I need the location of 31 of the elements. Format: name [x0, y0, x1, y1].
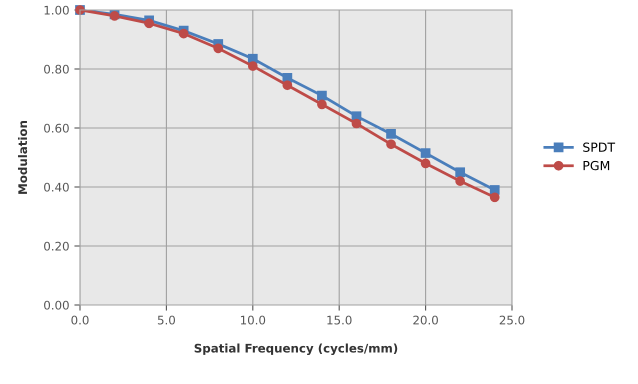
point — [317, 100, 327, 110]
point — [455, 167, 466, 178]
point — [420, 158, 430, 168]
point — [420, 148, 430, 158]
point — [386, 129, 396, 139]
x-tick-label: 5.0 — [158, 316, 176, 325]
point — [490, 192, 500, 202]
y-tick-label: 0.60 — [44, 124, 69, 133]
x-tick-label: 25.0 — [500, 316, 524, 325]
x-tick-label: 15.0 — [327, 316, 352, 325]
x-axis-title: Spatial Frequency (cycles/mm) — [194, 344, 398, 356]
legend-label: PGM — [584, 160, 610, 170]
legend-label: SPDT — [583, 142, 616, 152]
point — [248, 61, 258, 71]
point — [352, 118, 362, 128]
point — [386, 139, 396, 150]
y-tick-label: 0.20 — [44, 242, 69, 251]
x-tick-label: 0.0 — [71, 316, 89, 325]
point — [282, 80, 292, 90]
y-tick-label: 0.80 — [44, 64, 69, 74]
point — [144, 18, 154, 28]
x-tick-label: 20.0 — [413, 316, 438, 325]
y-tick-label: 0.40 — [44, 182, 69, 192]
point — [213, 43, 224, 54]
y-axis-title: Modulation — [18, 120, 28, 194]
y-tick-label: 1.00 — [44, 6, 69, 15]
point — [178, 28, 189, 38]
y-tick-label: 0.00 — [44, 300, 69, 310]
point — [317, 90, 327, 100]
point — [455, 176, 466, 186]
x-tick-label: 10.0 — [240, 316, 266, 325]
